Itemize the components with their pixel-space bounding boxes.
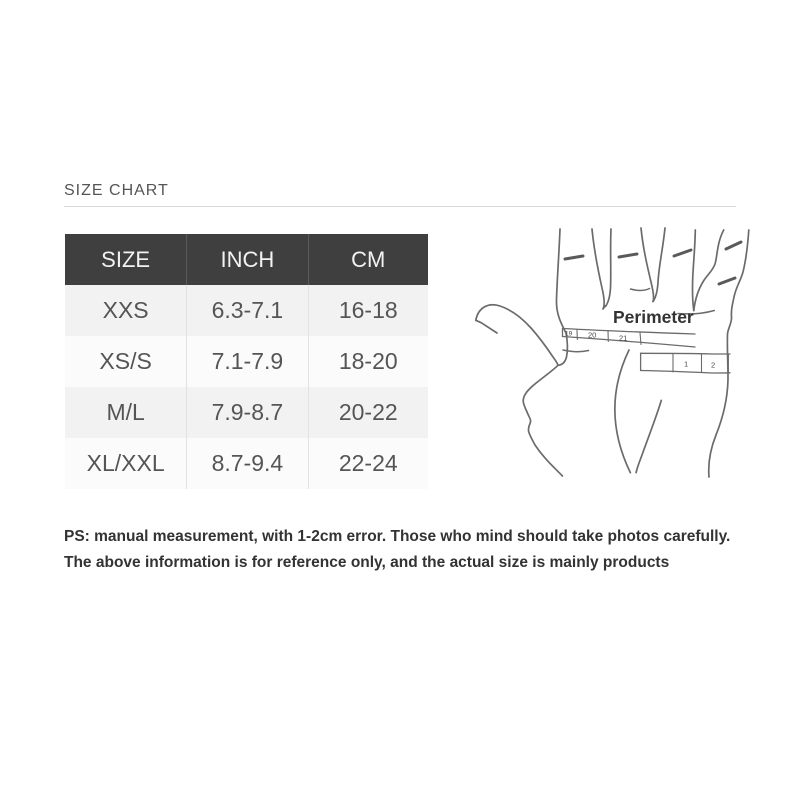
svg-text:21: 21 [619,334,627,343]
svg-text:19: 19 [565,331,573,338]
svg-text:20: 20 [588,331,596,340]
svg-text:Perimeter: Perimeter [613,307,694,327]
svg-text:1: 1 [684,360,688,369]
svg-text:2: 2 [711,361,715,370]
